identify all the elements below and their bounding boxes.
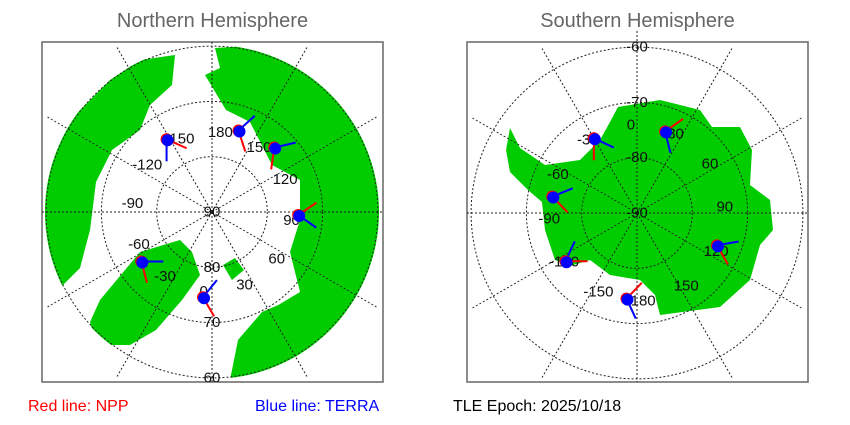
- south-lon-label: 180: [631, 292, 656, 309]
- south-lon-label: 60: [702, 155, 719, 172]
- legend-npp: Red line: NPP: [28, 398, 129, 415]
- north-lat-circle: [100, 100, 324, 324]
- eurasia: [205, 45, 379, 379]
- north-satellite-marker: [292, 201, 318, 229]
- legend-terra: Blue line: TERRA: [255, 398, 380, 415]
- south-lat-circle: [525, 101, 749, 325]
- north-lon-label: 180: [208, 124, 233, 141]
- north-america: [45, 55, 175, 300]
- south-lon-label: -90: [538, 211, 560, 228]
- north-lon-label: -60: [128, 236, 150, 253]
- north-title: Northern Hemisphere: [116, 10, 309, 32]
- north-lon-label: 120: [273, 171, 298, 188]
- south-lon-label: 150: [674, 277, 699, 294]
- south-lon-label: 90: [716, 198, 733, 215]
- north-lon-label: 60: [268, 251, 285, 268]
- terra-position-dot: [560, 256, 573, 269]
- south-lon-label: 0: [627, 117, 635, 134]
- south-satellite-marker: [559, 240, 588, 269]
- terra-position-dot: [588, 133, 601, 146]
- south-lat-label: -70: [626, 94, 648, 111]
- south-satellite-marker: [546, 187, 574, 214]
- terra-position-dot: [621, 293, 634, 306]
- north-map: 908070601801501209060300-30-60-90-120-15…: [41, 41, 384, 386]
- north-lat-label: 90: [204, 204, 221, 221]
- terra-position-dot: [161, 134, 174, 147]
- greenland: [90, 240, 200, 345]
- terra-position-dot: [293, 210, 306, 223]
- south-lat-label: -90: [626, 205, 648, 222]
- south-satellite-marker: [587, 132, 615, 161]
- south-title: Southern Hemisphere: [540, 10, 735, 32]
- north-lat-label: 80: [204, 259, 221, 276]
- north-lat-circle: [156, 156, 268, 268]
- terra-position-dot: [660, 126, 673, 139]
- north-lon-label: -30: [154, 268, 176, 285]
- terra-position-dot: [233, 125, 246, 138]
- north-satellite-marker: [232, 115, 256, 152]
- south-map: -90-80-70-600306090120150180-150-120-90-…: [466, 30, 809, 383]
- north-lat-label: 70: [204, 314, 221, 331]
- north-land: [45, 45, 379, 379]
- south-lat-label: -80: [626, 149, 648, 166]
- terra-position-dot: [136, 256, 149, 269]
- north-lon-label: 150: [247, 139, 272, 156]
- north-lat-label: 60: [204, 369, 221, 386]
- south-lat-circle: [581, 157, 693, 269]
- terra-position-dot: [711, 240, 724, 253]
- south-satellite-marker: [659, 117, 684, 154]
- south-lon-label: -150: [583, 284, 613, 301]
- north-satellite-marker: [197, 279, 218, 317]
- north-satellite-marker: [135, 255, 164, 283]
- south-satellite-marker: [620, 282, 643, 319]
- south-satellite-marker: [710, 239, 739, 265]
- terra-position-dot: [198, 292, 211, 305]
- svalbard: [223, 258, 244, 280]
- north-satellite-marker: [268, 141, 296, 170]
- south-lon-label: -60: [547, 166, 569, 183]
- south-lat-label: -60: [626, 39, 648, 56]
- north-lon-label: 30: [236, 277, 253, 294]
- tle-epoch: TLE Epoch: 2025/10/18: [453, 398, 622, 415]
- north-lon-label: -90: [122, 195, 144, 212]
- scandinavia: [230, 300, 300, 379]
- north-satellite-marker: [160, 133, 188, 162]
- terra-position-dot: [269, 142, 282, 155]
- north-lon-label: -120: [132, 156, 162, 173]
- terra-position-dot: [547, 191, 560, 204]
